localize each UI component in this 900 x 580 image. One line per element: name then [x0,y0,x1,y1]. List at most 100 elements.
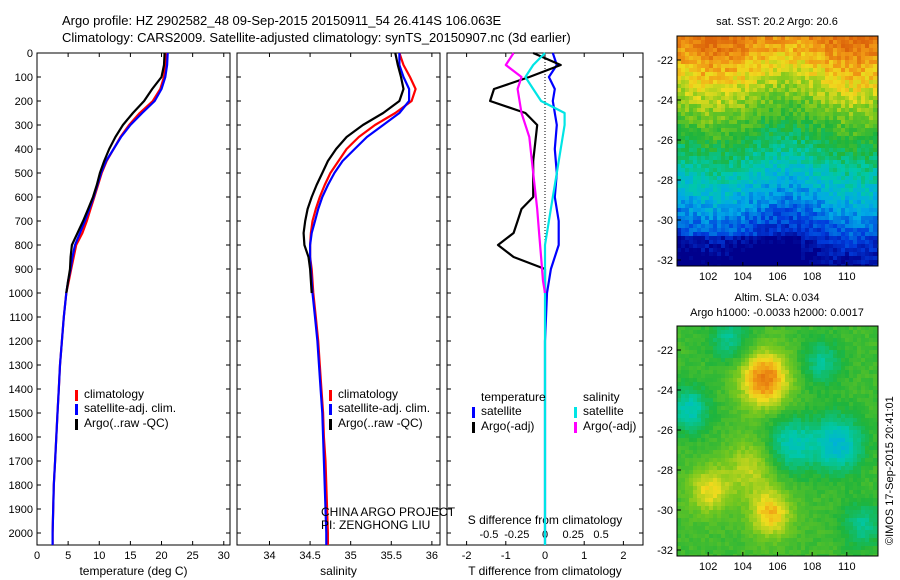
map-cell [725,116,729,120]
map-cell [693,208,697,212]
legend-label: Argo(-adj) [583,419,636,433]
map-cell [781,196,785,200]
map-cell [761,76,765,80]
map-cell [729,212,733,216]
map-cell [797,446,801,450]
map-cell [741,382,745,386]
map-cell [801,362,805,366]
map-cell [809,438,813,442]
map-cell [685,390,689,394]
map-cell [857,144,861,148]
map-cell [829,60,833,64]
map-cell [781,108,785,112]
map-cell [837,152,841,156]
map-cell [793,402,797,406]
map-cell [837,244,841,248]
map-cell [789,228,793,232]
map-cell [729,56,733,60]
map-cell [797,60,801,64]
map-cell [801,402,805,406]
map-cell [865,164,869,168]
map-cell [729,350,733,354]
map-cell [717,96,721,100]
map-cell [729,88,733,92]
map-cell [745,64,749,68]
map-cell [697,188,701,192]
map-cell [841,454,845,458]
map-cell [813,152,817,156]
map-cell [741,442,745,446]
map-cell [873,370,877,374]
map-cell [733,422,737,426]
map-cell [857,454,861,458]
map-cell [825,116,829,120]
map-cell [749,132,753,136]
map-cell [701,402,705,406]
map-cell [701,374,705,378]
map-cell [721,204,725,208]
map-cell [777,252,781,256]
map-cell [705,232,709,236]
map-cell [729,68,733,72]
map-cell [869,398,873,402]
map-cell [837,64,841,68]
map-cell [777,48,781,52]
map-cell [689,212,693,216]
map-cell [845,248,849,252]
map-cell [809,370,813,374]
map-cell [685,204,689,208]
map-cell [753,184,757,188]
map-cell [841,438,845,442]
map-cell [745,120,749,124]
map-cell [801,48,805,52]
map-cell [805,378,809,382]
map-cell [777,44,781,48]
map-cell [729,112,733,116]
map-cell [849,212,853,216]
map-cell [725,330,729,334]
map-cell [777,256,781,260]
map-cell [821,442,825,446]
map-cell [757,434,761,438]
map-cell [749,366,753,370]
map-cell [805,236,809,240]
map-cell [801,120,805,124]
map-cell [721,108,725,112]
map-cell [785,128,789,132]
map-cell [849,342,853,346]
map-cell [697,156,701,160]
map-cell [769,132,773,136]
map-cell [725,334,729,338]
map-cell [701,438,705,442]
map-cell [693,256,697,260]
map-cell [765,362,769,366]
map-cell [817,224,821,228]
map-cell [721,338,725,342]
map-cell [745,430,749,434]
map-cell [677,156,681,160]
map-cell [769,92,773,96]
map-cell [745,52,749,56]
map-cell [769,438,773,442]
map-cell [789,458,793,462]
map-cell [677,56,681,60]
map-cell [765,160,769,164]
map-cell [845,100,849,104]
map-cell [777,216,781,220]
map-cell [849,228,853,232]
map-cell [873,60,877,64]
map-cell [821,88,825,92]
map-cell [837,172,841,176]
map-cell [709,164,713,168]
map-cell [801,36,805,40]
map-cell [801,160,805,164]
map-cell [757,68,761,72]
map-cell [725,168,729,172]
map-cell [873,366,877,370]
map-cell [777,140,781,144]
map-cell [861,76,865,80]
map-cell [761,350,765,354]
map-cell [709,92,713,96]
map-cell [793,148,797,152]
map-cell [813,450,817,454]
